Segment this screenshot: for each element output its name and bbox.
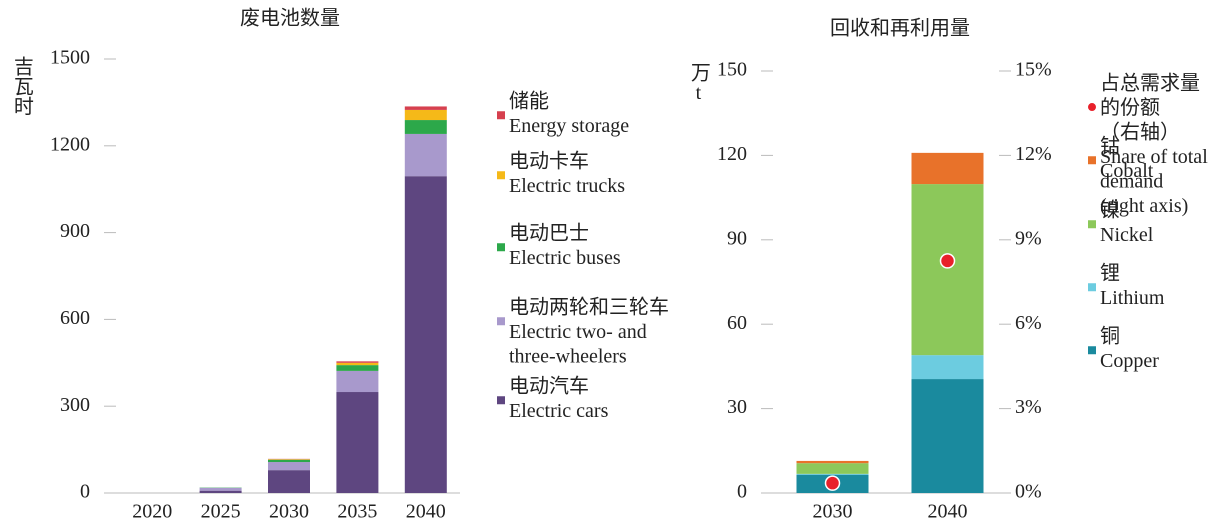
legend-label: 的份额 (1100, 96, 1160, 119)
y-axis-label: 吉瓦时 (10, 56, 32, 116)
bar-segment (199, 487, 242, 491)
x-tick-label: 2020 (132, 501, 172, 523)
bar-segment (199, 490, 242, 493)
legend-label: Electric buses (509, 247, 621, 269)
legend-marker (497, 317, 505, 326)
legend-label: 电动汽车 (509, 375, 589, 398)
x-tick-label: 2040 (406, 501, 446, 523)
y2-tick-label: 0% (1015, 481, 1042, 503)
bar-segment (336, 392, 379, 493)
bar-segment (796, 463, 869, 474)
legend-label: 电动卡车 (509, 150, 589, 173)
bar-segment (336, 365, 379, 371)
bar-segment (911, 152, 984, 185)
y-tick-label: 600 (60, 307, 90, 329)
y-tick-label: 30 (727, 396, 747, 418)
legend-label: （右轴） (1100, 121, 1180, 144)
x-tick-label: 2040 (928, 501, 968, 523)
x-tick-label: 2030 (269, 501, 309, 523)
y-tick-label: 300 (60, 394, 90, 416)
x-tick-label: 2035 (337, 501, 377, 523)
bar-segment (268, 459, 310, 463)
y-tick-label: 90 (727, 227, 747, 249)
bar-segment (336, 370, 379, 393)
share-dot (824, 475, 841, 491)
legend-label: 占总需求量 (1100, 72, 1200, 95)
legend-label: 铜 (1100, 325, 1120, 348)
bar-segment (911, 355, 984, 380)
y-tick-label: 120 (717, 143, 747, 165)
legend-marker (1088, 283, 1096, 292)
y2-tick-label: 6% (1015, 312, 1042, 334)
y2-tick-label: 15% (1015, 59, 1052, 81)
legend-marker (497, 171, 505, 180)
bar-segment (404, 106, 447, 110)
legend-label: Cobalt (1100, 160, 1154, 182)
bar-segment (336, 362, 379, 366)
legend-marker (1088, 103, 1096, 112)
legend-label: (right axis) (1100, 195, 1188, 217)
bar-segment (404, 109, 447, 121)
legend-label: Energy storage (509, 115, 629, 137)
legend-label: Electric cars (509, 400, 609, 422)
legend-label: 电动两轮和三轮车 (509, 296, 669, 319)
legend-label: 钴 (1100, 135, 1120, 158)
legend-label: 镍 (1100, 199, 1120, 222)
share-dot (939, 253, 956, 269)
x-tick-label: 2030 (813, 501, 853, 523)
bar-segment (336, 361, 379, 363)
y-tick-label: 60 (727, 312, 747, 334)
y-tick-label: 0 (737, 481, 747, 503)
bar-segment (268, 459, 310, 460)
legend-marker (1088, 220, 1096, 229)
y-axis-label: 万t (687, 62, 710, 104)
bar-segment (268, 462, 310, 471)
legend-label: Share of total (1100, 146, 1208, 168)
bar-segment (911, 379, 984, 493)
bar-segment (796, 460, 869, 464)
x-tick-label: 2025 (201, 501, 241, 523)
legend-label: Electric two- and (509, 321, 647, 343)
bar-segment (911, 184, 984, 356)
legend-marker (497, 243, 505, 252)
legend-label: three-wheelers (509, 346, 627, 368)
legend-marker (497, 111, 505, 120)
bar-segment (404, 120, 447, 134)
chart-title: 废电池数量 (240, 7, 340, 30)
legend-label: 电动巴士 (509, 222, 589, 245)
y-tick-label: 0 (80, 481, 90, 503)
legend-label: Copper (1100, 350, 1159, 372)
bar-segment (796, 473, 869, 475)
y-tick-label: 1500 (50, 47, 90, 69)
bar-segment (404, 176, 447, 493)
y-tick-label: 900 (60, 220, 90, 242)
legend-label: Lithium (1100, 287, 1165, 309)
legend-label: demand (1100, 171, 1163, 193)
y2-tick-label: 9% (1015, 227, 1042, 249)
y-tick-label: 1200 (50, 133, 90, 155)
legend-marker (1088, 156, 1096, 165)
y2-tick-label: 3% (1015, 396, 1042, 418)
y-tick-label: 150 (717, 59, 747, 81)
bar-segment (268, 470, 310, 493)
legend-label: 储能 (509, 90, 549, 113)
legend-label: 锂 (1100, 262, 1120, 285)
legend-marker (497, 396, 505, 405)
chart-title: 回收和再利用量 (830, 17, 970, 40)
legend-label: Nickel (1100, 224, 1154, 246)
legend-label: Electric trucks (509, 175, 625, 197)
bar-segment (404, 133, 447, 177)
legend-marker (1088, 346, 1096, 355)
y2-tick-label: 12% (1015, 143, 1052, 165)
